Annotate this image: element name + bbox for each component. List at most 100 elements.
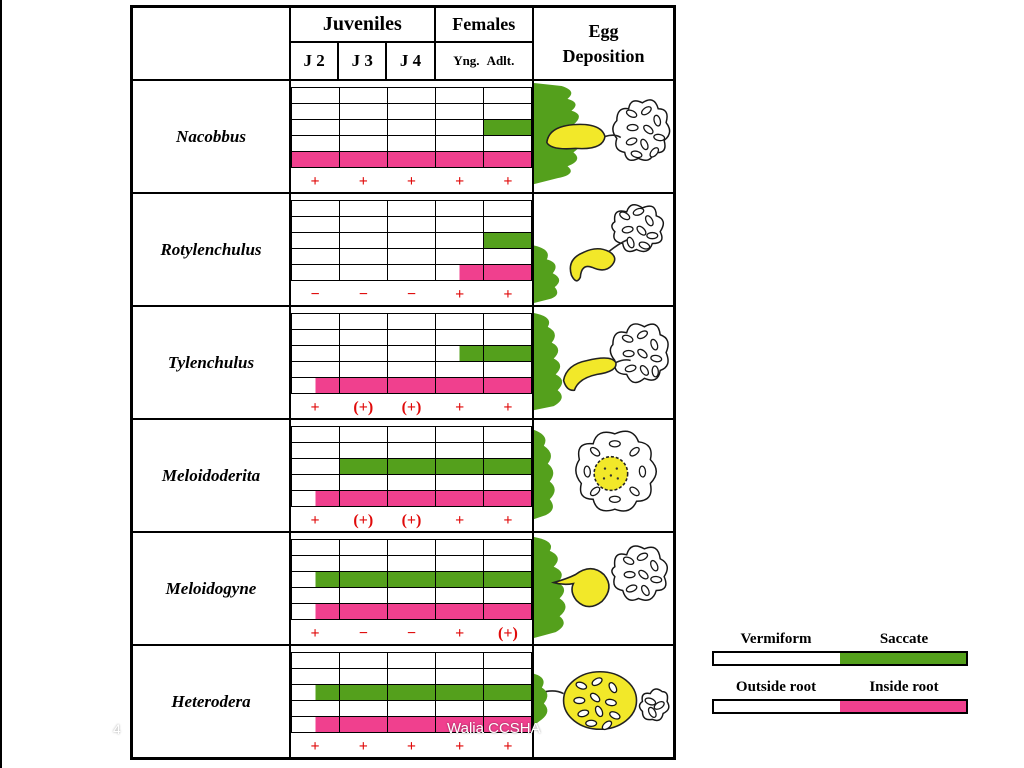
meloidogyne-egg-deposition-drawing [534,536,669,639]
slide-page-number: 4 [113,721,121,737]
stage-bar-cell [484,152,532,168]
stage-bar-cell [484,136,532,152]
stage-bar-cell [340,233,388,249]
root-tissue-icon [534,312,563,411]
stage-bar-cell [484,701,532,717]
nematode-body-icon [550,567,610,608]
stage-bar-cell [436,685,484,701]
presence-symbol: + [310,738,320,755]
nematode-life-stage-table: Juveniles Females J 2 J 3 J 4 Yng. Adlt.… [130,5,676,760]
stage-bar-cell [388,556,436,572]
presence-symbol: + [503,173,513,190]
presence-symbol: (+) [498,625,518,642]
presence-symbol: − [310,286,320,303]
stage-bar-cell [484,491,532,507]
stage-bars-area: + + + + + [291,81,532,192]
stage-bar-cell [436,459,484,475]
stage-bars [291,652,532,733]
stage-bar-cell [292,685,340,701]
stage-bar-cell [388,717,436,733]
egg-deposition-cell [532,307,673,418]
stage-bar-cell [436,217,484,233]
stage-column-label-j2: J 2 [291,43,340,79]
presence-symbol: + [358,173,368,190]
stage-bar-cell [292,588,340,604]
stage-bar-cell [340,443,388,459]
stage-bar-cell [292,443,340,459]
tylenchulus-egg-deposition-drawing [534,312,669,411]
stage-column-label-adlt: Adlt. [486,53,515,68]
stage-column-label-j4: J 4 [387,43,436,79]
presence-symbol: − [406,625,417,642]
stage-bar-cell [292,362,340,378]
stage-bar-cell [484,427,532,443]
genus-row: Tylenchulus + (+) (+) + + [133,307,673,420]
stage-bar-cell [292,217,340,233]
stage-bar-cell [484,233,532,249]
cyst-neck-icon [545,690,564,695]
stage-bar-cell [388,701,436,717]
stage-bar-cell [436,265,484,281]
stage-bar-cell [340,717,388,733]
stage-bar-cell [436,653,484,669]
stage-bar-cell [436,443,484,459]
stage-bar-cell [292,249,340,265]
stage-bar-cell [436,604,484,620]
genus-column-header [133,8,291,79]
stage-bar-cell [340,604,388,620]
egg-deposition-cell [532,194,673,305]
stage-bar-cell [292,378,340,394]
stage-bar-cell [292,604,340,620]
stage-bar-cell [484,104,532,120]
stage-bar-cell [484,314,532,330]
stage-bar-cell [484,653,532,669]
nematode-body-icon [569,247,616,282]
stage-bar-cell [436,588,484,604]
stage-bar-cell [292,314,340,330]
presence-symbol: − [358,286,368,303]
stage-bar-cell [340,136,388,152]
stage-bar-cell [292,669,340,685]
stage-bar-cell [388,346,436,362]
stage-bar-cell [388,152,436,168]
stage-bar-cell [292,152,340,168]
stage-bar-cell [292,330,340,346]
legend-location-bar [712,699,968,714]
stage-bar-cell [292,540,340,556]
stage-bar-cell [340,540,388,556]
stage-bar-cell [484,120,532,136]
stage-bar-cell [340,556,388,572]
stage-bar-cell [340,572,388,588]
stage-bar-cell [388,669,436,685]
stage-bar-cell [292,459,340,475]
genus-name: Meloidogyne [133,533,291,644]
stage-bar-cell [292,233,340,249]
genus-name: Meloidoderita [133,420,291,531]
legend: Vermiform Saccate Outside root Inside ro… [712,631,968,727]
stage-bar-cell [292,653,340,669]
stage-bars [291,426,532,507]
stage-bar-cell [292,120,340,136]
stage-bars [291,539,532,620]
stage-bar-cell [340,152,388,168]
stage-bar-cell [484,88,532,104]
nematode-body-icon [546,123,606,150]
legend-location-row: Outside root Inside root [712,679,968,714]
stage-bar-cell [484,330,532,346]
stage-bar-cell [436,330,484,346]
symbols-row: + (+) (+) + + [291,511,532,531]
stage-bar-cell [436,233,484,249]
presence-symbol: (+) [401,512,422,529]
stage-bar-cell [484,540,532,556]
stage-bars-area: + − − + (+) [291,533,532,644]
presence-symbol: + [358,738,368,755]
root-tissue-icon [534,673,548,726]
stage-bar-cell [484,443,532,459]
presence-symbol: + [455,399,465,416]
egg-deposition-cell [532,420,673,531]
egg-deposition-cell [532,533,673,644]
stage-bar-cell [484,459,532,475]
stage-bar-cell [292,346,340,362]
stage-column-label-yng: Yng. [453,53,480,68]
stage-bar-cell [292,717,340,733]
